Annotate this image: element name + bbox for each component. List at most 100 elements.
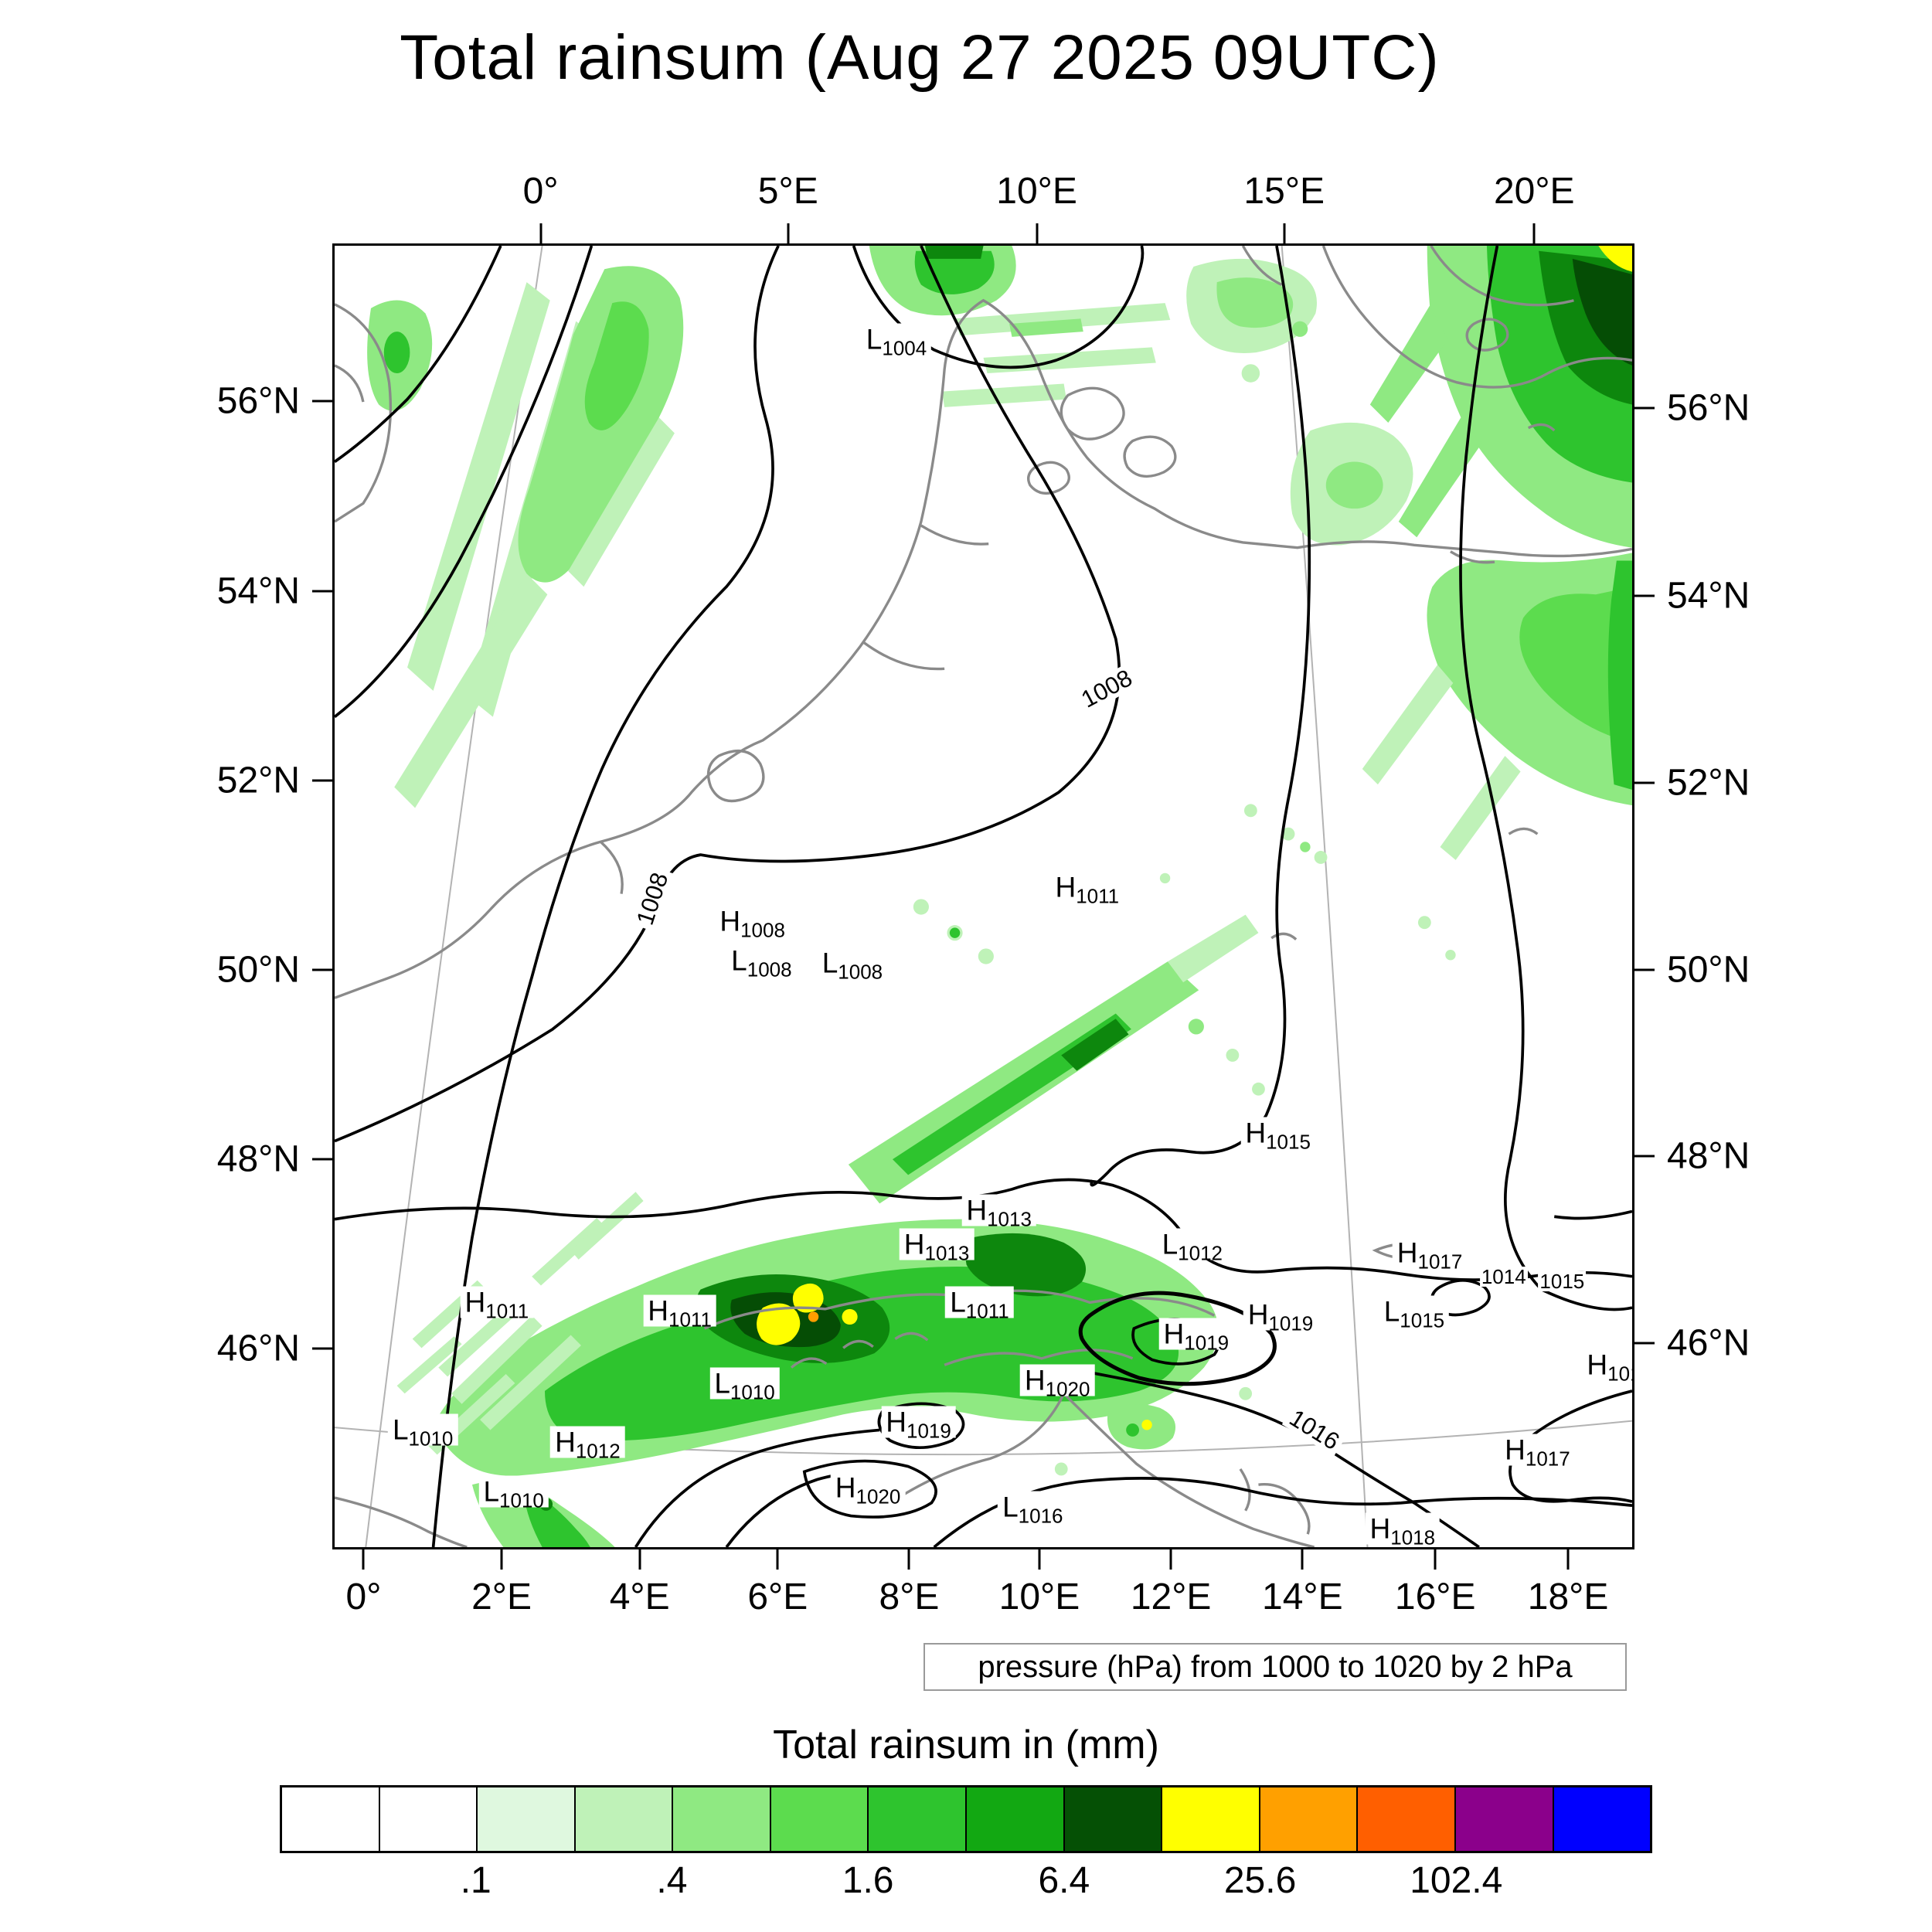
pressure-center-value: 1019: [1268, 1311, 1314, 1335]
tick-label: 0°: [345, 1577, 382, 1617]
tick-mark: [787, 223, 790, 243]
tick-label: 10°E: [998, 1577, 1080, 1617]
colorbar: [280, 1785, 1652, 1853]
pressure-center-letter: H: [1245, 1117, 1267, 1149]
pressure-center-value: 1011: [1076, 884, 1120, 908]
pressure-center-letter: H: [1369, 1512, 1391, 1545]
pressure-center-value: 1011: [965, 1299, 1009, 1323]
pressure-center-letter: H: [648, 1294, 669, 1326]
pressure-center-value: 1015: [1266, 1130, 1311, 1154]
colorbar-box: [1064, 1787, 1163, 1851]
pressure-center-letter: H: [966, 1194, 988, 1226]
pressure-center-letter: L: [1002, 1491, 1019, 1523]
pressure-center-label: H1012: [550, 1426, 625, 1461]
pressure-center-value: 1012: [575, 1439, 621, 1463]
pressure-center-value: 1020: [855, 1485, 901, 1509]
pressure-center-value: 1010: [408, 1427, 454, 1451]
pressure-center-letter: L: [1162, 1228, 1179, 1260]
pressure-center-value: 1012: [1178, 1241, 1223, 1265]
tick-label: 8°E: [879, 1577, 940, 1617]
tick-mark: [312, 1347, 332, 1350]
tick-mark: [1566, 1549, 1570, 1570]
tick-mark: [776, 1549, 779, 1570]
pressure-center-label: L1010: [387, 1413, 458, 1449]
tick-mark: [1634, 968, 1655, 971]
tick-mark: [1634, 781, 1655, 784]
pressure-center-letter: L: [821, 947, 838, 979]
contour-label: 1014: [1479, 1264, 1528, 1288]
tick-mark: [362, 1549, 365, 1570]
tick-mark: [312, 400, 332, 403]
tick-label: 18°E: [1527, 1577, 1609, 1617]
pressure-center-label: H1018: [1365, 1512, 1440, 1547]
tick-mark: [1634, 1342, 1655, 1345]
tick-label: 0°: [522, 171, 559, 212]
tick-label: 52°N: [216, 760, 300, 801]
pressure-contours: [335, 246, 1632, 1547]
pressure-center-label: H1017: [1392, 1236, 1468, 1272]
pressure-center-label: L1016: [998, 1491, 1068, 1526]
pressure-center-value: 1004: [882, 336, 927, 360]
pressure-center-value: 1008: [747, 957, 792, 981]
colorbar-box: [575, 1787, 674, 1851]
colorbar-tick-label: 1.6: [842, 1860, 894, 1901]
pressure-center-label: H1013: [899, 1228, 975, 1263]
pressure-center-letter: H: [1247, 1298, 1269, 1331]
tick-label: 56°N: [216, 380, 300, 422]
tick-label: 50°N: [1667, 949, 1750, 991]
colorbar-box: [1162, 1787, 1260, 1851]
pressure-center-label: H101: [1582, 1349, 1632, 1384]
tick-mark: [312, 968, 332, 971]
tick-label: 46°N: [216, 1328, 300, 1369]
axis-left: 56°N 54°N 52°N 50°N 48°N 46°N: [131, 243, 332, 1549]
tick-label: 48°N: [216, 1138, 300, 1180]
pressure-center-value: 1011: [485, 1299, 529, 1323]
map-graphics: [335, 246, 1632, 1547]
colorbar-box: [967, 1787, 1065, 1851]
tick-label: 54°N: [216, 570, 300, 612]
pressure-center-value: 1019: [906, 1419, 951, 1443]
colorbar-box: [379, 1787, 478, 1851]
pressure-center-label: H1011: [1050, 871, 1124, 906]
tick-label: 5°E: [757, 171, 818, 212]
pressure-center-value: 1008: [740, 918, 785, 942]
tick-label: 14°E: [1262, 1577, 1343, 1617]
tick-label: 52°N: [1667, 762, 1750, 804]
colorbar-box: [673, 1787, 771, 1851]
pressure-center-letter: H: [1055, 871, 1077, 903]
pressure-center-label: H1019: [881, 1406, 956, 1441]
colorbar-ticks: .1 .4 1.6 6.4 25.6 102.4: [280, 1859, 1652, 1909]
tick-mark: [312, 779, 332, 782]
tick-label: 2°E: [471, 1577, 532, 1617]
pressure-center-letter: L: [392, 1413, 409, 1446]
colorbar-tick-label: 25.6: [1223, 1860, 1297, 1901]
pressure-center-label: H1017: [1500, 1434, 1575, 1468]
tick-mark: [1434, 1549, 1437, 1570]
tick-mark: [1036, 223, 1039, 243]
pressure-center-letter: H: [719, 905, 741, 937]
tick-label: 50°N: [216, 949, 300, 991]
pressure-center-label: L1012: [1157, 1228, 1228, 1263]
tick-label: 46°N: [1667, 1322, 1750, 1364]
pressure-center-letter: H: [555, 1426, 576, 1458]
pressure-center-letter: L: [731, 944, 747, 977]
pressure-center-value: 1018: [1390, 1526, 1436, 1549]
pressure-center-label: H1019: [1243, 1298, 1318, 1333]
tick-label: 56°N: [1667, 387, 1750, 429]
pressure-center-letter: L: [950, 1286, 966, 1318]
tick-mark: [1301, 1549, 1304, 1570]
pressure-center-value: 101: [1607, 1362, 1632, 1386]
tick-mark: [312, 590, 332, 593]
tick-mark: [1532, 223, 1536, 243]
tick-mark: [1634, 1155, 1655, 1158]
pressure-center-value: 1019: [1184, 1331, 1230, 1355]
pressure-center-value: 1016: [1018, 1504, 1063, 1528]
colorbar-box: [282, 1787, 380, 1851]
tick-mark: [1634, 594, 1655, 597]
pressure-center-letter: L: [714, 1367, 730, 1400]
tick-label: 16°E: [1394, 1577, 1476, 1617]
tick-mark: [312, 1158, 332, 1161]
pressure-center-value: 1013: [987, 1207, 1032, 1231]
axis-right: 56°N 54°N 52°N 50°N 48°N 46°N: [1634, 243, 1835, 1549]
